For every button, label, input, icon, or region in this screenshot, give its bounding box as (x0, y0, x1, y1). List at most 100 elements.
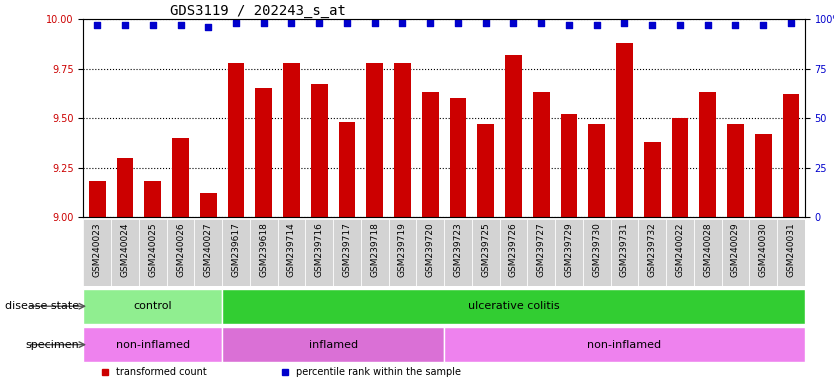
Bar (83, 219, 111, 286)
Text: GSM239727: GSM239727 (537, 222, 545, 277)
Text: GSM239714: GSM239714 (287, 222, 296, 277)
Bar (727, 124, 744, 217)
Bar (167, 219, 194, 286)
Bar (117, 157, 133, 217)
Point (118, 22, 132, 28)
Bar (278, 219, 305, 286)
Point (590, 22, 603, 28)
Text: GSM239723: GSM239723 (454, 222, 463, 277)
Bar (533, 93, 550, 217)
Bar (200, 193, 217, 217)
Point (424, 20, 437, 26)
Bar (694, 219, 721, 286)
Text: GSM239717: GSM239717 (343, 222, 351, 277)
Text: GSM239726: GSM239726 (509, 222, 518, 277)
Text: GSM239718: GSM239718 (370, 222, 379, 277)
Text: GSM239618: GSM239618 (259, 222, 269, 277)
Bar (172, 138, 188, 217)
Text: GSM239725: GSM239725 (481, 222, 490, 277)
Bar (394, 63, 411, 217)
Point (701, 22, 715, 28)
Text: GSM240027: GSM240027 (203, 222, 213, 277)
Point (285, 20, 299, 26)
Point (479, 20, 492, 26)
Point (451, 20, 465, 26)
Bar (361, 219, 389, 286)
Bar (444, 327, 805, 362)
Point (784, 20, 797, 26)
Bar (610, 219, 638, 286)
Text: GSM240030: GSM240030 (759, 222, 767, 277)
Point (257, 20, 270, 26)
Bar (671, 118, 688, 217)
Bar (222, 327, 444, 362)
Bar (782, 94, 799, 217)
Bar (83, 289, 222, 324)
Point (729, 22, 742, 28)
Bar (416, 219, 445, 286)
Text: transformed count: transformed count (116, 367, 207, 377)
Text: GSM240026: GSM240026 (176, 222, 185, 277)
Text: percentile rank within the sample: percentile rank within the sample (296, 367, 461, 377)
Bar (472, 219, 500, 286)
Bar (422, 93, 439, 217)
Text: specimen: specimen (26, 339, 79, 350)
Text: non-inflamed: non-inflamed (587, 339, 661, 350)
Bar (450, 98, 466, 217)
Bar (284, 63, 299, 217)
Point (313, 20, 326, 26)
Text: GSM240029: GSM240029 (731, 222, 740, 277)
Point (756, 22, 770, 28)
Text: control: control (133, 301, 172, 311)
Text: ulcerative colitis: ulcerative colitis (468, 301, 560, 311)
Bar (700, 93, 716, 217)
Bar (755, 134, 771, 217)
Bar (311, 84, 328, 217)
Point (229, 20, 243, 26)
Text: GSM239716: GSM239716 (314, 222, 324, 277)
Bar (89, 181, 106, 217)
Point (618, 20, 631, 26)
Bar (721, 219, 749, 286)
Bar (583, 219, 610, 286)
Bar (588, 124, 605, 217)
Text: GSM240025: GSM240025 (148, 222, 158, 277)
Bar (527, 219, 555, 286)
Text: GSM240028: GSM240028 (703, 222, 712, 277)
Text: GSM240031: GSM240031 (786, 222, 796, 277)
Text: GSM239617: GSM239617 (232, 222, 240, 277)
Point (646, 22, 659, 28)
Point (396, 20, 409, 26)
Point (535, 20, 548, 26)
Bar (333, 219, 361, 286)
Bar (555, 219, 583, 286)
Text: non-inflamed: non-inflamed (116, 339, 190, 350)
Point (340, 20, 354, 26)
Point (673, 22, 686, 28)
Bar (749, 219, 777, 286)
Bar (477, 124, 494, 217)
Text: GSM239731: GSM239731 (620, 222, 629, 277)
Point (202, 24, 215, 30)
Text: GSM239730: GSM239730 (592, 222, 601, 277)
Bar (144, 181, 161, 217)
Point (173, 22, 187, 28)
Bar (194, 219, 222, 286)
Bar (339, 122, 355, 217)
Text: GSM239719: GSM239719 (398, 222, 407, 277)
Text: GSM240023: GSM240023 (93, 222, 102, 277)
Bar (389, 219, 416, 286)
Bar (250, 219, 278, 286)
Bar (616, 43, 633, 217)
Bar (444, 219, 472, 286)
Bar (222, 289, 805, 324)
Text: GSM239720: GSM239720 (425, 222, 435, 277)
Text: GSM240022: GSM240022 (676, 222, 685, 277)
Bar (305, 219, 333, 286)
Bar (500, 219, 527, 286)
Bar (666, 219, 694, 286)
Point (146, 22, 159, 28)
Bar (644, 142, 661, 217)
Text: GDS3119 / 202243_s_at: GDS3119 / 202243_s_at (170, 4, 346, 18)
Point (368, 20, 381, 26)
